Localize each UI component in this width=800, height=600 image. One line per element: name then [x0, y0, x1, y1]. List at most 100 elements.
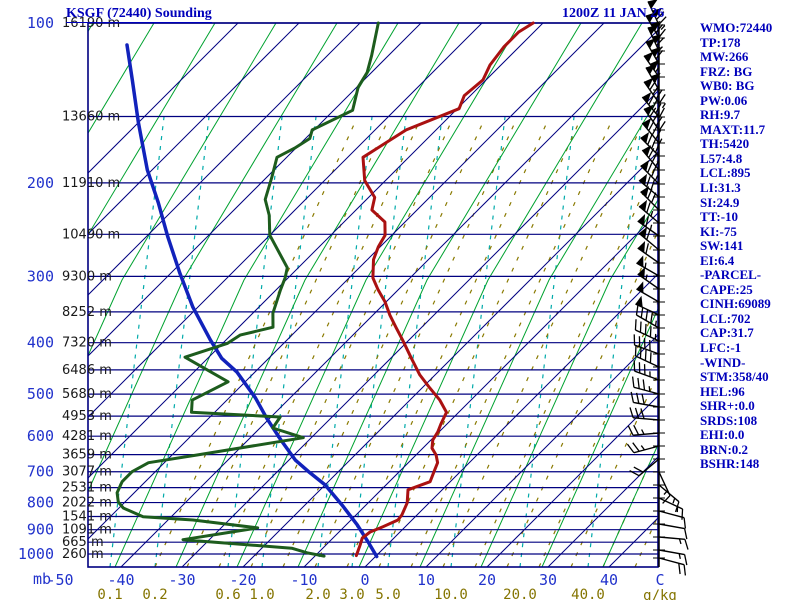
altitude-label: 11910 m — [62, 176, 120, 191]
barb-staff — [638, 232, 660, 251]
barb-full — [683, 528, 688, 540]
stat-line: BRN:0.2 — [700, 441, 749, 457]
barb-half — [660, 25, 666, 30]
moist-adiabat — [378, 119, 581, 567]
dewpoint-trace — [115, 21, 380, 558]
stat-line: LCL:702 — [700, 310, 751, 326]
altitude-label: 3077 m — [62, 465, 112, 480]
moist-adiabat — [314, 119, 517, 567]
barb-staff — [658, 510, 685, 519]
barb-full — [640, 306, 644, 318]
pressure-tick-label: 900 — [27, 521, 54, 539]
barb-pennant — [636, 281, 644, 293]
barb-staff — [633, 417, 660, 421]
barb-pennant — [646, 38, 656, 49]
pressure-tick-label: 300 — [27, 267, 54, 285]
barb-staff — [634, 370, 660, 381]
barb-full — [655, 37, 665, 47]
barb-pennant — [651, 72, 661, 84]
isotherm — [88, 23, 361, 296]
stat-line: SI:24.9 — [700, 194, 740, 210]
moist-adiabat — [410, 119, 613, 567]
stat-line: TH:5420 — [700, 136, 750, 152]
altitude-label: 665 m — [62, 535, 104, 550]
wind-barb-column — [626, 0, 689, 576]
barb-full — [658, 107, 665, 118]
barb-staff — [658, 549, 685, 556]
altitude-label: 16190 m — [62, 16, 120, 31]
stat-line: L57:4.8 — [700, 150, 743, 166]
mixing-ratio-line — [450, 116, 506, 567]
altitude-label: 1091 m — [62, 523, 112, 538]
barb-full — [633, 466, 644, 473]
barb-full — [662, 495, 671, 504]
temp-tick-label: 0 — [360, 571, 369, 589]
barb-pennant — [637, 214, 646, 226]
barb-full — [658, 121, 666, 131]
barb-pennant — [646, 12, 656, 23]
barb-staff — [658, 484, 680, 503]
barb-staff — [636, 262, 660, 277]
stat-line: MAXT:11.7 — [700, 121, 766, 137]
pressure-tick-label: 800 — [27, 494, 54, 512]
barb-full — [655, 23, 664, 34]
barb-full — [655, 129, 662, 140]
barb-staff — [633, 432, 660, 436]
barb-staff — [641, 149, 660, 171]
altitude-label: 2022 m — [62, 496, 112, 511]
barb-half — [678, 553, 681, 559]
barb-full — [651, 152, 658, 163]
altitude-label: 260 m — [62, 547, 104, 562]
barb-pennant — [652, 8, 663, 18]
barb-pennant — [648, 0, 658, 9]
pressure-tick-label: 700 — [27, 463, 54, 481]
barb-staff — [658, 536, 685, 540]
barb-full — [641, 393, 645, 405]
mixing-ratio-line — [387, 116, 443, 567]
barb-pennant — [652, 34, 663, 44]
barb-full — [637, 377, 640, 389]
barb-pennant — [644, 104, 654, 116]
isotherm — [364, 273, 658, 567]
mixing-ratio-tick-label: 2.0 — [305, 587, 330, 600]
adiabat — [88, 23, 216, 236]
barb-full — [642, 379, 646, 391]
barb-staff — [641, 122, 660, 144]
stat-line: EI:6.4 — [700, 252, 735, 268]
mixing-ratio-line — [519, 116, 575, 567]
barb-pennant — [635, 295, 643, 308]
isotherm — [303, 212, 658, 567]
barb-full — [635, 304, 639, 316]
barb-full — [647, 162, 653, 173]
stat-line: -PARCEL- — [700, 267, 762, 283]
barb-pennant — [639, 199, 648, 212]
isotherm — [88, 23, 483, 418]
stat-line: RH:9.7 — [700, 107, 741, 123]
barb-half — [644, 262, 647, 269]
stat-line: WMO:72440 — [700, 20, 773, 35]
adiabat — [297, 23, 582, 567]
altitude-label: 4281 m — [62, 429, 112, 444]
barb-full — [683, 564, 687, 576]
valid-time: 1200Z 11 JAN 26 — [562, 6, 665, 21]
stat-line: STM:358/40 — [700, 369, 769, 385]
mixing-ratio-tick-label: 0.2 — [142, 587, 167, 600]
barb-full — [650, 166, 657, 177]
isotherm — [547, 456, 658, 567]
moist-adiabat — [186, 119, 389, 567]
barb-full — [640, 408, 645, 419]
barb-full — [654, 142, 661, 153]
pressure-tick-label: 1000 — [18, 545, 54, 563]
barb-full — [655, 103, 662, 114]
temp-unit-label: C — [655, 571, 664, 589]
barb-pennant — [637, 267, 646, 279]
pressure-lines — [88, 22, 658, 555]
barb-staff — [633, 401, 660, 408]
stat-line: PW:0.06 — [700, 92, 748, 108]
barb-half — [655, 67, 660, 73]
barb-full — [645, 309, 649, 321]
barb-full — [644, 349, 647, 361]
isotherm — [88, 23, 544, 479]
barb-full — [635, 392, 640, 404]
moist-adiabat — [474, 158, 658, 567]
